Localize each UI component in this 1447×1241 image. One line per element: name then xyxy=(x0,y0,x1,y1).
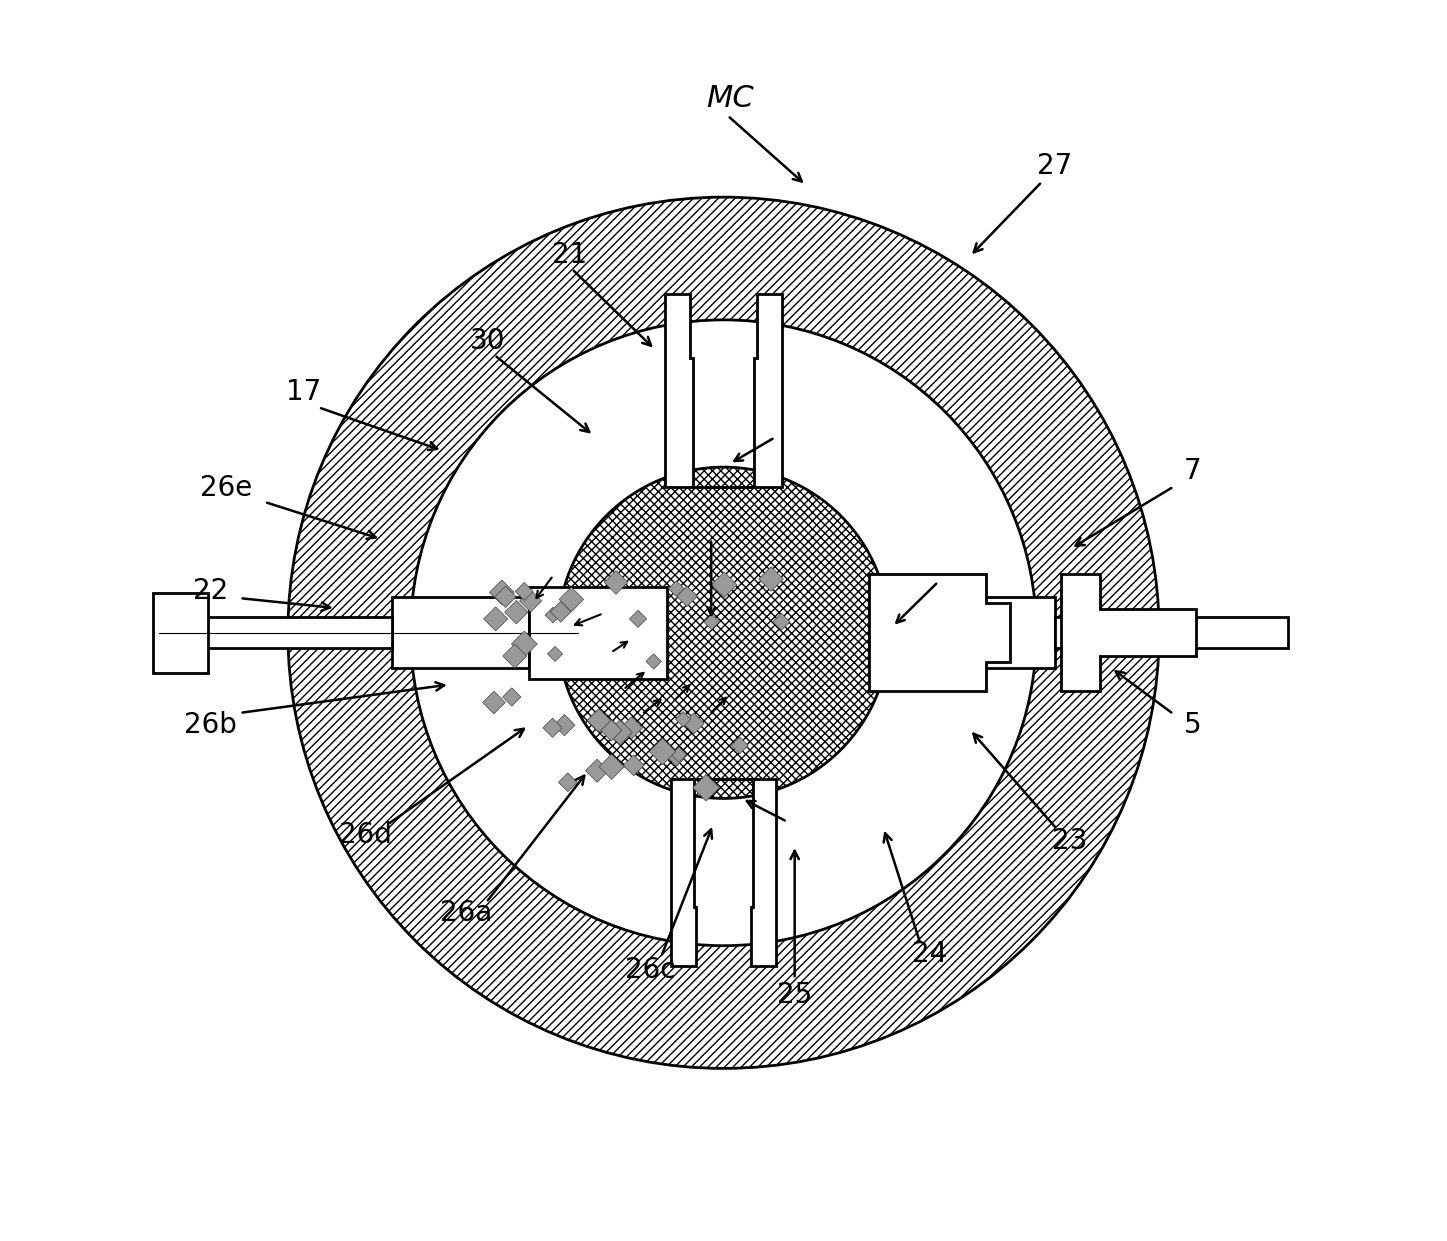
Polygon shape xyxy=(669,581,684,597)
Text: 7: 7 xyxy=(1184,457,1201,485)
Polygon shape xyxy=(502,688,521,706)
Text: 27: 27 xyxy=(1037,153,1072,180)
Polygon shape xyxy=(546,607,561,623)
Text: 17: 17 xyxy=(287,379,321,406)
Text: 26d: 26d xyxy=(339,822,392,849)
Circle shape xyxy=(288,197,1159,1069)
Text: 26b: 26b xyxy=(184,711,237,738)
Polygon shape xyxy=(511,632,537,656)
Text: 26e: 26e xyxy=(200,474,253,501)
Polygon shape xyxy=(599,755,624,779)
Polygon shape xyxy=(605,571,628,594)
Polygon shape xyxy=(554,715,574,736)
Text: 23: 23 xyxy=(1052,828,1087,855)
Polygon shape xyxy=(559,587,583,612)
Bar xyxy=(1055,618,1288,648)
Polygon shape xyxy=(601,720,622,741)
Bar xyxy=(530,587,667,679)
Bar xyxy=(392,597,530,669)
Bar xyxy=(870,597,1055,669)
Polygon shape xyxy=(489,580,514,604)
Polygon shape xyxy=(671,778,776,967)
Polygon shape xyxy=(1061,575,1195,691)
Bar xyxy=(159,618,392,648)
Circle shape xyxy=(411,320,1036,946)
Text: 26c: 26c xyxy=(625,957,676,984)
Polygon shape xyxy=(693,774,719,800)
Polygon shape xyxy=(515,582,532,601)
Polygon shape xyxy=(483,691,505,714)
Polygon shape xyxy=(676,711,690,727)
Polygon shape xyxy=(624,755,644,776)
Polygon shape xyxy=(586,759,609,782)
Polygon shape xyxy=(671,747,687,762)
Polygon shape xyxy=(712,572,737,598)
Bar xyxy=(153,593,208,673)
Circle shape xyxy=(559,467,888,798)
Polygon shape xyxy=(519,589,541,612)
Polygon shape xyxy=(505,601,528,624)
Polygon shape xyxy=(677,586,697,607)
Polygon shape xyxy=(773,613,790,630)
Text: 25: 25 xyxy=(777,980,812,1009)
Polygon shape xyxy=(543,719,563,737)
Polygon shape xyxy=(650,738,676,764)
Polygon shape xyxy=(587,709,611,732)
Text: 26a: 26a xyxy=(440,898,492,927)
Polygon shape xyxy=(731,737,748,753)
Polygon shape xyxy=(669,750,684,766)
Text: 5: 5 xyxy=(1184,711,1201,738)
Text: 22: 22 xyxy=(192,577,229,606)
Polygon shape xyxy=(621,717,642,740)
Polygon shape xyxy=(683,712,705,733)
Polygon shape xyxy=(495,586,517,608)
Polygon shape xyxy=(502,644,527,668)
Text: 21: 21 xyxy=(553,241,587,269)
Polygon shape xyxy=(550,602,572,622)
Polygon shape xyxy=(608,720,632,745)
Text: 30: 30 xyxy=(470,326,505,355)
Polygon shape xyxy=(547,647,563,661)
Polygon shape xyxy=(645,654,661,669)
Polygon shape xyxy=(870,575,1010,691)
Polygon shape xyxy=(758,567,783,591)
Polygon shape xyxy=(483,607,508,630)
Polygon shape xyxy=(703,614,719,629)
Polygon shape xyxy=(559,773,577,792)
Text: 24: 24 xyxy=(912,941,948,968)
Polygon shape xyxy=(666,294,781,486)
Text: MC: MC xyxy=(706,84,754,113)
Polygon shape xyxy=(629,611,647,628)
